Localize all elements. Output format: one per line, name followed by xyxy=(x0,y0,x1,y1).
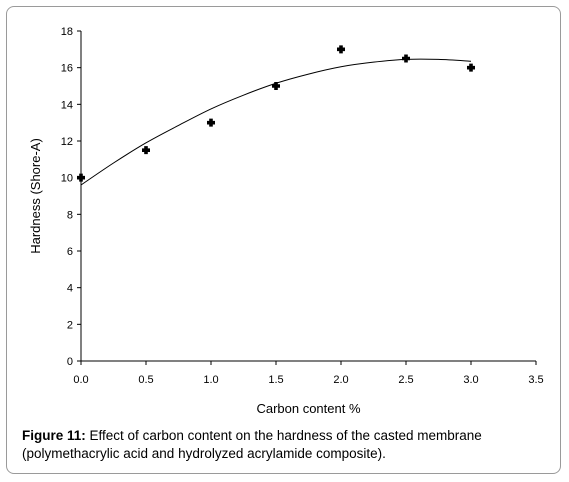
data-point xyxy=(402,54,410,63)
trendline xyxy=(80,58,472,186)
x-axis-ticks: 0.0 0.5 1.0 1.5 2.0 2.5 3.0 3.5 xyxy=(73,361,544,386)
data-point xyxy=(272,82,280,90)
chart: 0 2 4 6 8 10 12 14 16 18 0.0 0.5 1.0 1.5 2.0 2.5 3.0 3.5… xyxy=(28,26,544,416)
figure-frame xyxy=(6,6,561,474)
y-tick-label: 18 xyxy=(61,26,73,38)
y-tick-label: 0 xyxy=(67,356,73,368)
data-points xyxy=(77,45,475,182)
figure-caption: Figure 11: Effect of carbon content on t… xyxy=(22,427,552,463)
data-point xyxy=(207,118,215,127)
x-tick-label: 1.0 xyxy=(203,374,218,386)
data-point xyxy=(77,173,85,182)
y-tick-label: 16 xyxy=(61,63,73,75)
data-point xyxy=(337,45,345,54)
x-tick-label: 2.0 xyxy=(333,374,348,386)
x-tick-label: 2.5 xyxy=(398,374,413,386)
x-tick-label: 3.5 xyxy=(528,374,543,386)
data-point xyxy=(467,63,475,72)
y-tick-label: 8 xyxy=(67,209,73,221)
figure-caption-text: Effect of carbon content on the hardness… xyxy=(22,428,482,461)
x-tick-label: 0.5 xyxy=(138,374,153,386)
data-point xyxy=(142,146,150,155)
y-axis-title: Hardness (Shore-A) xyxy=(28,138,43,254)
y-tick-label: 4 xyxy=(67,283,73,295)
y-tick-label: 14 xyxy=(61,99,73,111)
y-tick-label: 6 xyxy=(67,246,73,258)
y-tick-label: 10 xyxy=(61,173,73,185)
y-tick-label: 2 xyxy=(67,319,73,331)
x-tick-label: 3.0 xyxy=(463,374,478,386)
x-axis-title: Carbon content % xyxy=(256,401,361,416)
x-tick-label: 1.5 xyxy=(268,374,283,386)
figure-label: Figure 11: xyxy=(22,428,86,443)
y-axis-ticks: 0 2 4 6 8 10 12 14 16 18 xyxy=(61,26,81,368)
y-tick-label: 12 xyxy=(61,136,73,148)
x-tick-label: 0.0 xyxy=(73,374,88,386)
